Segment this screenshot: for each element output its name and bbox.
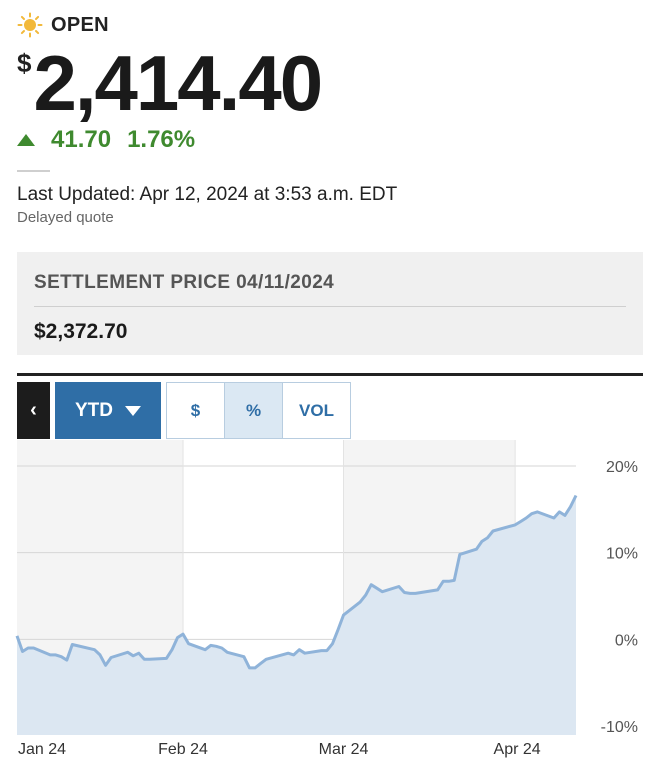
x-tick-label: Jan 24 — [18, 741, 66, 758]
status-label: OPEN — [51, 13, 109, 36]
caret-down-icon — [125, 405, 141, 416]
last-price: 2,414.40 — [33, 39, 323, 127]
mode-volume-button[interactable]: VOL — [299, 400, 334, 420]
market-status: OPEN — [17, 12, 109, 38]
range-label: YTD — [75, 399, 113, 421]
x-tick-label: Apr 24 — [494, 741, 541, 758]
price-change: 41.70 1.76% — [17, 126, 195, 154]
last-updated: Last Updated: Apr 12, 2024 at 3:53 a.m. … — [17, 184, 398, 205]
range-dropdown[interactable]: YTD — [55, 382, 161, 439]
chart-mode-toggle: $ % VOL — [166, 382, 351, 439]
settlement-value: $2,372.70 — [34, 320, 128, 343]
settlement-divider — [34, 306, 626, 307]
settlement-label: SETTLEMENT PRICE 04/11/2024 — [34, 272, 335, 293]
chart-area — [17, 495, 576, 735]
change-percent: 1.76% — [127, 126, 196, 153]
sun-icon — [17, 12, 43, 38]
y-tick-label: -10% — [601, 719, 638, 736]
chart-back-button[interactable]: ‹ — [17, 382, 50, 439]
up-arrow-icon — [17, 134, 35, 146]
mode-percent-button[interactable]: % — [225, 383, 283, 438]
price-chart[interactable]: 20% 10% 0% -10% Jan 24 Feb 24 Mar 24 Apr 24 — [0, 440, 660, 773]
y-tick-label: 0% — [615, 632, 638, 649]
x-tick-label: Mar 24 — [319, 741, 369, 758]
price-display: $ 2,414.40 — [17, 39, 323, 127]
chart-top-rule — [17, 373, 643, 376]
y-tick-label: 10% — [606, 546, 638, 563]
settlement-panel: SETTLEMENT PRICE 04/11/2024 $2,372.70 — [17, 252, 643, 355]
currency-symbol: $ — [17, 48, 32, 78]
chevron-left-icon: ‹ — [30, 399, 37, 421]
divider — [17, 170, 50, 172]
mode-dollar-button[interactable]: $ — [167, 383, 225, 438]
x-tick-label: Feb 24 — [158, 741, 208, 758]
change-value: 41.70 — [51, 126, 112, 153]
delayed-quote-note: Delayed quote — [17, 209, 114, 226]
y-tick-label: 20% — [606, 459, 638, 476]
chart-line — [15, 494, 578, 670]
